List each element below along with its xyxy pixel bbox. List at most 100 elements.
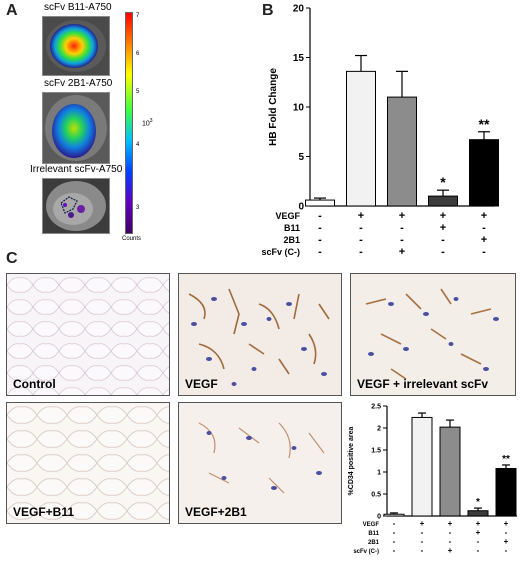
condition-mark: -	[482, 246, 486, 258]
bar	[495, 467, 517, 517]
bar	[439, 426, 461, 517]
micrograph-label: Control	[13, 377, 56, 391]
condition-label: B11	[284, 223, 300, 233]
colorbar-label: Counts	[122, 236, 142, 242]
condition-mark: +	[448, 519, 453, 528]
condition-mark: +	[440, 210, 446, 222]
condition-mark: +	[420, 519, 425, 528]
condition-mark: +	[504, 537, 509, 546]
micrograph-label: VEGF + irrelevant scFv	[357, 377, 489, 391]
panel-c-letter: C	[6, 250, 18, 267]
micrograph-vegf-b11: VEGF+B11	[6, 402, 170, 524]
colorbar-tick: 6	[136, 51, 140, 57]
y-tick-label: 0	[298, 202, 304, 213]
condition-mark: -	[441, 246, 445, 258]
scan-title-irrelevant: Irrelevant scFv-A750	[30, 164, 123, 175]
condition-mark: -	[359, 234, 363, 246]
scan-title-b11: scFv B11-A750	[44, 2, 112, 13]
micrograph-label: VEGF	[185, 377, 218, 391]
y-tick-label: 15	[293, 53, 305, 64]
colorbar	[125, 12, 133, 234]
panel-a-letter: A	[6, 2, 18, 19]
significance-mark: **	[479, 116, 490, 132]
condition-mark: -	[400, 222, 404, 234]
condition-mark: -	[477, 537, 480, 546]
micrograph-label: VEGF+B11	[13, 505, 75, 519]
condition-mark: -	[318, 246, 322, 258]
condition-mark: +	[440, 222, 446, 234]
scan-title-2b1: scFv 2B1-A750	[44, 78, 113, 89]
fluorescence-scan-b11	[42, 16, 110, 76]
condition-mark: -	[393, 519, 396, 528]
fluorescence-scan-2b1	[42, 92, 110, 164]
condition-mark: -	[400, 234, 404, 246]
y-axis-label: HB Fold Change	[268, 68, 279, 146]
condition-label: scFv (C-)	[262, 247, 300, 257]
condition-mark: -	[318, 222, 322, 234]
condition-mark: -	[421, 546, 424, 555]
condition-mark: +	[481, 234, 487, 246]
y-tick-label: 2.5	[371, 403, 381, 410]
condition-mark: -	[505, 546, 508, 555]
colorbar-tick: 3	[136, 205, 140, 211]
micrograph-control: Control	[6, 273, 170, 396]
y-tick-label: 1	[377, 469, 381, 476]
condition-mark: -	[393, 546, 396, 555]
significance-mark: **	[502, 454, 510, 465]
condition-label: 2B1	[283, 235, 300, 245]
colorbar-exponent: 103	[142, 118, 153, 128]
condition-mark: +	[448, 546, 453, 555]
condition-mark: -	[421, 528, 424, 537]
bar	[387, 96, 417, 207]
condition-label: B11	[368, 531, 379, 537]
bar	[411, 416, 433, 517]
y-tick-label: 2	[377, 425, 381, 432]
panel-b-letter: B	[262, 2, 274, 19]
condition-mark: +	[358, 210, 364, 222]
significance-mark: *	[440, 174, 446, 190]
y-tick-label: 1.5	[371, 447, 381, 454]
condition-mark: +	[476, 528, 481, 537]
significance-mark: *	[476, 497, 480, 508]
micrograph-vegf-irrelevant-scfv: VEGF + irrelevant scFv	[350, 273, 516, 396]
y-tick-label: 20	[293, 4, 305, 15]
bar	[428, 195, 458, 207]
colorbar-tick: 7	[136, 13, 140, 19]
bar	[467, 510, 489, 517]
condition-mark: +	[504, 519, 509, 528]
y-tick-label: 0	[377, 513, 381, 520]
condition-label: scFv (C-)	[353, 549, 379, 555]
y-tick-label: 0.5	[371, 491, 381, 498]
condition-mark: -	[421, 537, 424, 546]
fluorescence-scan-irrelevant	[42, 178, 110, 234]
bar	[383, 513, 405, 517]
bar	[305, 199, 335, 207]
y-axis-label: %CD34 positive area	[348, 426, 355, 495]
condition-mark: -	[359, 222, 363, 234]
condition-mark: -	[393, 537, 396, 546]
condition-mark: -	[482, 222, 486, 234]
condition-mark: -	[318, 210, 322, 222]
condition-mark: -	[477, 546, 480, 555]
condition-mark: -	[449, 528, 452, 537]
bar	[469, 139, 499, 207]
condition-label: VEGF	[275, 211, 300, 221]
condition-mark: -	[318, 234, 322, 246]
condition-mark: +	[399, 210, 405, 222]
condition-mark: -	[505, 528, 508, 537]
colorbar-tick: 5	[136, 89, 140, 95]
micrograph-label: VEGF+2B1	[185, 505, 247, 519]
condition-mark: -	[393, 528, 396, 537]
micrograph-vegf-2b1: VEGF+2B1	[178, 402, 342, 524]
y-tick-label: 10	[293, 103, 305, 114]
condition-mark: +	[476, 519, 481, 528]
cd34-positive-area-chart: 00.511.522.5%CD34 positive area***VEGF - +…	[348, 403, 517, 555]
condition-mark: -	[359, 246, 363, 258]
condition-mark: +	[481, 210, 487, 222]
condition-label: 2B1	[368, 540, 380, 546]
condition-mark: -	[449, 537, 452, 546]
colorbar-tick: 4	[136, 142, 140, 148]
y-tick-label: 5	[298, 152, 304, 163]
condition-label: VEGF	[363, 522, 380, 528]
